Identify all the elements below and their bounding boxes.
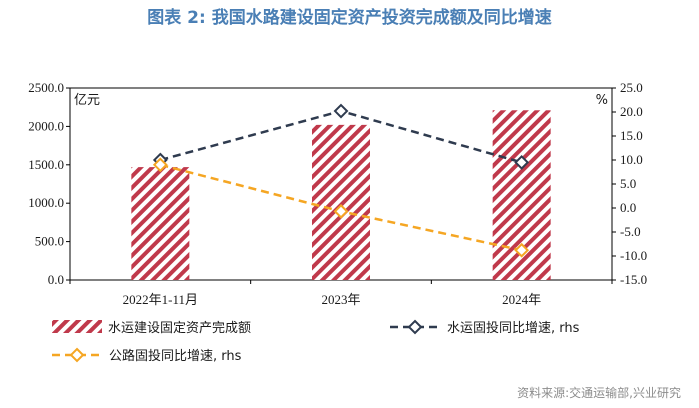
right-tick-label: 10.0 bbox=[620, 152, 643, 167]
axes: 0.0 500.0 1000.0 1500.0 2000.0 2500.0 -15.0 -10… bbox=[28, 80, 647, 307]
left-tick-label: 1500.0 bbox=[28, 157, 64, 172]
right-tick-label: -5.0 bbox=[620, 224, 641, 239]
right-tick-label: -10.0 bbox=[620, 248, 647, 263]
left-tick-label: 2000.0 bbox=[28, 118, 64, 133]
right-axis-unit: % bbox=[596, 93, 608, 108]
right-tick-label: 5.0 bbox=[620, 176, 636, 191]
left-tick-label: 1000.0 bbox=[28, 195, 64, 210]
x-tick-label: 2022年1-11月 bbox=[123, 292, 198, 307]
line-point-marker bbox=[333, 203, 349, 219]
legend-marker-road bbox=[69, 347, 85, 363]
right-tick-label: 20.0 bbox=[620, 104, 643, 119]
legend-label-bar: 水运建设固定资产完成额 bbox=[108, 321, 251, 336]
legend: 水运建设固定资产完成额 水运固投同比增速, rhs 公路固投同比增速, rhs bbox=[52, 319, 580, 364]
line-point-marker bbox=[152, 157, 168, 173]
chart-title: 图表 2: 我国水路建设固定资产投资完成额及同比增速 bbox=[147, 8, 552, 28]
x-tick-label: 2023年 bbox=[321, 292, 360, 307]
left-tick-label: 0.0 bbox=[48, 272, 64, 287]
source-note: 资料来源:交通运输部,兴业研究 bbox=[517, 386, 681, 400]
x-tick-label: 2024年 bbox=[502, 292, 541, 307]
left-tick-label: 500.0 bbox=[35, 234, 64, 249]
line-series bbox=[152, 103, 530, 258]
right-tick-label: 15.0 bbox=[620, 128, 643, 143]
legend-label-water: 水运固投同比增速, rhs bbox=[447, 320, 580, 336]
right-tick-label: 25.0 bbox=[620, 80, 643, 95]
left-axis-unit: 亿元 bbox=[74, 93, 100, 108]
line-point-marker bbox=[514, 242, 530, 258]
line-point-marker bbox=[514, 154, 530, 170]
legend-swatch-bar bbox=[52, 320, 102, 333]
right-tick-label: -15.0 bbox=[620, 272, 647, 287]
bar-series bbox=[131, 110, 551, 280]
bar bbox=[312, 124, 370, 280]
legend-marker-water bbox=[407, 319, 423, 335]
left-tick-label: 2500.0 bbox=[28, 80, 64, 95]
bar bbox=[131, 167, 190, 280]
right-tick-label: 0.0 bbox=[620, 200, 636, 215]
line-point-marker bbox=[333, 103, 349, 119]
legend-label-road: 公路固投同比增速, rhs bbox=[109, 348, 242, 364]
